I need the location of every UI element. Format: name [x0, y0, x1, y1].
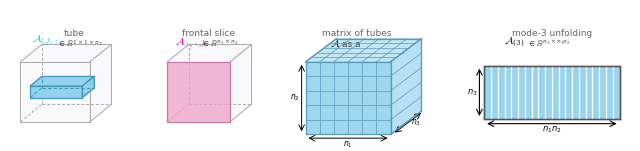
Text: $\mathcal{A}_{:,:,k}$: $\mathcal{A}_{:,:,k}$	[175, 35, 208, 49]
Polygon shape	[167, 44, 252, 62]
Polygon shape	[305, 105, 319, 120]
Polygon shape	[362, 120, 376, 134]
Text: as a: as a	[342, 40, 361, 49]
Text: $n_3$: $n_3$	[467, 87, 477, 98]
Text: $n_1$: $n_1$	[343, 139, 353, 150]
Polygon shape	[362, 62, 376, 76]
Polygon shape	[83, 76, 94, 98]
Polygon shape	[362, 91, 376, 105]
Polygon shape	[230, 44, 252, 122]
Polygon shape	[305, 39, 422, 62]
Polygon shape	[484, 66, 620, 119]
Polygon shape	[334, 76, 348, 91]
Polygon shape	[305, 91, 319, 105]
Polygon shape	[376, 120, 390, 134]
Polygon shape	[30, 86, 83, 98]
Polygon shape	[376, 105, 390, 120]
Polygon shape	[348, 62, 362, 76]
Polygon shape	[319, 91, 334, 105]
Polygon shape	[348, 91, 362, 105]
Polygon shape	[319, 76, 334, 91]
Polygon shape	[90, 44, 111, 122]
Polygon shape	[334, 62, 348, 76]
Text: $\mathcal{A}_{i,j,:}$: $\mathcal{A}_{i,j,:}$	[32, 33, 58, 49]
Text: $\mathcal{A}_{(3)}$: $\mathcal{A}_{(3)}$	[504, 35, 524, 49]
Polygon shape	[30, 76, 94, 86]
Text: frontal slice: frontal slice	[182, 29, 236, 38]
Polygon shape	[305, 76, 319, 91]
Polygon shape	[334, 91, 348, 105]
Text: mode-3 unfolding: mode-3 unfolding	[512, 29, 592, 38]
Text: $\in \mathbb{R}^{n_1\times n_2}$: $\in \mathbb{R}^{n_1\times n_2}$	[201, 39, 239, 49]
Polygon shape	[319, 62, 334, 76]
Polygon shape	[362, 105, 376, 120]
Text: $\in \mathbb{R}^{n_3\times n_1 n_2}$: $\in \mathbb{R}^{n_3\times n_1 n_2}$	[527, 39, 571, 49]
Text: $n_3$: $n_3$	[411, 117, 420, 128]
Polygon shape	[334, 120, 348, 134]
Polygon shape	[167, 62, 230, 122]
Polygon shape	[376, 62, 390, 76]
Polygon shape	[167, 62, 230, 122]
Polygon shape	[348, 105, 362, 120]
Polygon shape	[319, 120, 334, 134]
Text: $\mathcal{A}$: $\mathcal{A}$	[330, 38, 340, 49]
Polygon shape	[362, 76, 376, 91]
Polygon shape	[376, 76, 390, 91]
Polygon shape	[20, 62, 90, 122]
Text: tube: tube	[63, 29, 84, 38]
Polygon shape	[305, 120, 319, 134]
Text: matrix of tubes: matrix of tubes	[322, 29, 392, 38]
Polygon shape	[334, 105, 348, 120]
Text: $n_2$: $n_2$	[290, 93, 300, 103]
Polygon shape	[319, 105, 334, 120]
Polygon shape	[348, 76, 362, 91]
Polygon shape	[348, 120, 362, 134]
Polygon shape	[390, 39, 422, 134]
Polygon shape	[305, 62, 319, 76]
Text: $n_1 n_2$: $n_1 n_2$	[542, 125, 562, 135]
Text: $\in \mathbb{R}^{1\times 1\times n_3}$: $\in \mathbb{R}^{1\times 1\times n_3}$	[57, 38, 103, 49]
Polygon shape	[20, 44, 111, 62]
Polygon shape	[376, 91, 390, 105]
